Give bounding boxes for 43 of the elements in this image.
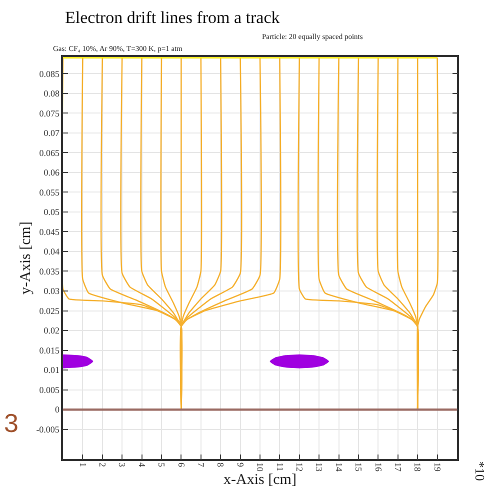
y-tick-label: 0.045: [39, 226, 60, 237]
y-tick-label: -0.005: [36, 424, 60, 434]
y-tick-label: 0: [54, 404, 60, 415]
y-tick-label: 0.05: [44, 207, 60, 218]
y-tick-label: 0.08: [44, 88, 60, 99]
x-tick-label: 11: [274, 462, 285, 472]
x-tick-label: 16: [373, 462, 384, 472]
x-tick-label: 12: [294, 462, 304, 472]
y-tick-label: 0.065: [39, 148, 60, 158]
x-tick-label: 8: [216, 462, 226, 468]
x-tick-label: 6: [176, 462, 186, 468]
y-tick-label: 0.02: [44, 326, 60, 336]
y-tick-label: 0.07: [44, 128, 60, 138]
x-tick-label: 17: [392, 462, 403, 472]
x-tick-label: 5: [156, 462, 167, 468]
x-tick-label: 10: [255, 462, 266, 472]
x-tick-label: 19: [432, 462, 442, 472]
y-tick-label: 0.015: [39, 345, 60, 356]
x-tick-label: 2: [97, 462, 108, 468]
x-tick-label: 1: [78, 462, 88, 468]
text: 3: [4, 408, 18, 438]
x-tick-label: 13: [314, 462, 324, 472]
text: *10: [472, 461, 488, 481]
y-tick-label: 0.085: [39, 68, 60, 79]
y-tick-label: 0.035: [39, 266, 60, 276]
y-tick-label: 0.01: [44, 365, 60, 376]
y-tick-label: 0.055: [39, 187, 60, 198]
y-tick-label: 0.04: [44, 246, 60, 257]
y-tick-label: 0.06: [44, 168, 60, 178]
x-tick-label: 3: [117, 462, 128, 468]
x-tick-label: 14: [334, 462, 344, 472]
x-axis-title: x-Axis [cm]: [224, 472, 296, 488]
x-tick-label: 7: [196, 462, 206, 468]
y-tick-label: 0.005: [39, 384, 60, 395]
x-tick-label: 18: [412, 462, 423, 472]
y-tick-label: 0.03: [44, 286, 60, 296]
x-tick-label: 15: [354, 462, 364, 472]
y-tick-label: 0.025: [39, 306, 60, 316]
x-tick-label: 9: [235, 462, 246, 468]
y-axis-title: y-Axis [cm]: [18, 222, 34, 294]
y-tick-label: 0.075: [39, 108, 60, 118]
chart-title: Electron drift lines from a track: [65, 8, 280, 27]
x-tick-label: 4: [136, 462, 147, 468]
